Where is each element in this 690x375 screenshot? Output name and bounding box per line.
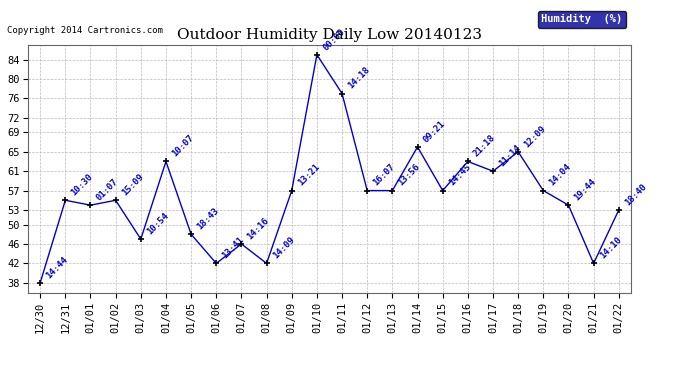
- Text: 11:14: 11:14: [497, 143, 522, 168]
- Text: 00:00: 00:00: [321, 27, 346, 52]
- Legend: Humidity  (%): Humidity (%): [538, 10, 626, 28]
- Text: 14:09: 14:09: [270, 235, 296, 261]
- Text: 18:40: 18:40: [623, 182, 649, 207]
- Text: 14:44: 14:44: [44, 255, 70, 280]
- Text: 10:30: 10:30: [70, 172, 95, 198]
- Text: 01:07: 01:07: [95, 177, 120, 203]
- Text: 18:43: 18:43: [195, 206, 221, 231]
- Text: 09:21: 09:21: [422, 119, 447, 144]
- Text: 14:04: 14:04: [547, 162, 573, 188]
- Text: 14:45: 14:45: [447, 162, 472, 188]
- Text: 13:41: 13:41: [220, 235, 246, 261]
- Text: 14:10: 14:10: [598, 235, 623, 261]
- Text: 12:09: 12:09: [522, 124, 548, 149]
- Text: 16:07: 16:07: [371, 162, 397, 188]
- Text: 21:18: 21:18: [472, 134, 497, 159]
- Text: 10:07: 10:07: [170, 134, 195, 159]
- Text: 14:16: 14:16: [246, 216, 271, 241]
- Text: 13:21: 13:21: [296, 162, 322, 188]
- Text: 13:56: 13:56: [397, 162, 422, 188]
- Text: Copyright 2014 Cartronics.com: Copyright 2014 Cartronics.com: [7, 26, 163, 35]
- Text: 19:44: 19:44: [573, 177, 598, 203]
- Title: Outdoor Humidity Daily Low 20140123: Outdoor Humidity Daily Low 20140123: [177, 28, 482, 42]
- Text: 14:18: 14:18: [346, 65, 372, 91]
- Text: 10:54: 10:54: [145, 211, 170, 236]
- Text: 15:09: 15:09: [120, 172, 145, 198]
